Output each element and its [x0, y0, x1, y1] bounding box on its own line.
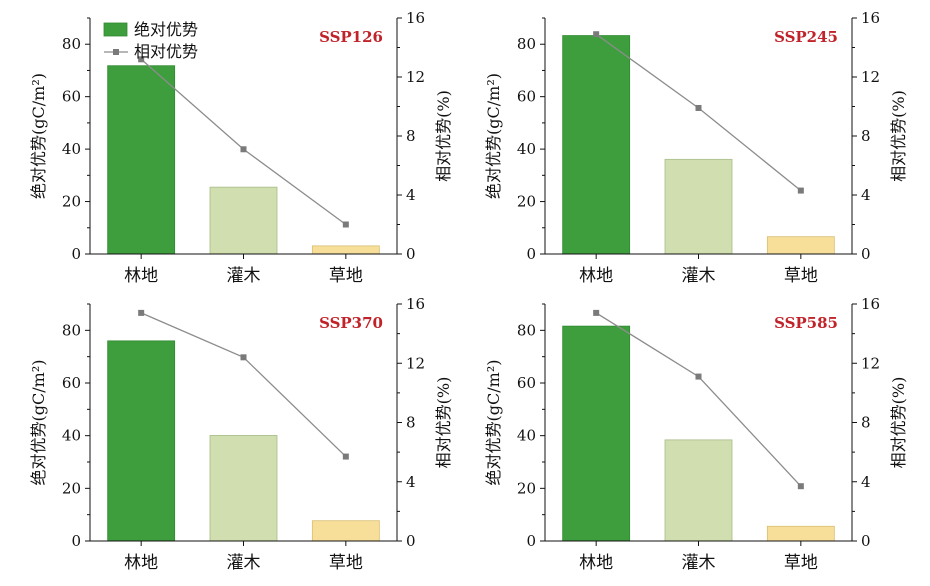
right-tick-label: 8 [861, 414, 871, 432]
line-point-3 [797, 187, 804, 194]
y2-axis-label: 相对优势(%) [434, 377, 453, 469]
line-point-3 [342, 221, 349, 228]
right-tick-label: 16 [406, 295, 425, 313]
chart-panel-ssp585: 0 20 40 60 80 0 4 8 12 16 林地 灌木 草地 绝对优势(gC/m²) 相对优势(%)… [484, 295, 908, 573]
left-tick-label: 80 [517, 35, 536, 53]
left-tick-label: 20 [62, 193, 81, 211]
bar-1 [107, 340, 176, 542]
left-tick-label: 60 [62, 374, 81, 392]
category-label: 林地 [579, 266, 613, 286]
chart-panel-ssp126: 0 20 40 60 80 0 4 8 12 16 林地 灌木 草地 绝对优势(gC/m²) 相对优势(%)… [29, 9, 453, 286]
left-tick-label: 40 [62, 140, 81, 158]
category-label: 灌木 [227, 553, 261, 573]
line-point-1 [593, 309, 600, 316]
legend-line-marker [113, 49, 119, 55]
right-tick-label: 0 [861, 245, 871, 263]
left-tick-label: 0 [71, 245, 81, 263]
right-tick-label: 0 [406, 532, 416, 550]
y2-axis-label: 相对优势(%) [889, 377, 908, 469]
right-tick-label: 4 [406, 186, 416, 204]
chart-panel-ssp245: 0 20 40 60 80 0 4 8 12 16 林地 灌木 草地 绝对优势(gC/m²) 相对优势(%)… [484, 9, 908, 286]
bar-1 [562, 35, 631, 255]
line-point-1 [138, 309, 145, 316]
y-axis-label: 绝对优势(gC/m²) [29, 360, 48, 486]
right-tick-label: 16 [861, 295, 880, 313]
bar-1 [562, 325, 631, 542]
left-tick-label: 60 [517, 374, 536, 392]
right-tick-label: 0 [406, 245, 416, 263]
right-tick-label: 4 [406, 473, 416, 491]
left-tick-label: 0 [526, 245, 536, 263]
left-tick-label: 20 [517, 193, 536, 211]
bar-3 [311, 520, 380, 542]
y2-axis-label: 相对优势(%) [889, 90, 908, 182]
scenario-label: SSP126 [319, 28, 383, 46]
scenario-label: SSP370 [319, 314, 383, 332]
left-tick-label: 80 [517, 321, 536, 339]
category-label: 草地 [329, 553, 363, 573]
line-point-2 [695, 373, 702, 380]
line-point-1 [593, 31, 600, 38]
right-tick-label: 12 [406, 354, 425, 372]
category-label: 草地 [784, 266, 818, 286]
line-point-2 [695, 104, 702, 111]
bar-1 [107, 65, 176, 255]
category-label: 林地 [124, 553, 158, 573]
left-tick-label: 0 [71, 532, 81, 550]
left-tick-label: 40 [517, 140, 536, 158]
y-axis-label: 绝对优势(gC/m²) [29, 73, 48, 199]
right-tick-label: 4 [861, 473, 871, 491]
category-label: 草地 [784, 553, 818, 573]
legend-bar-label: 绝对优势 [134, 20, 198, 39]
left-tick-label: 80 [62, 35, 81, 53]
bar-3 [766, 236, 835, 255]
left-tick-label: 80 [62, 321, 81, 339]
right-tick-label: 8 [861, 127, 871, 145]
line-point-3 [342, 453, 349, 460]
right-tick-label: 16 [406, 9, 425, 27]
right-tick-label: 12 [406, 68, 425, 86]
category-label: 林地 [579, 553, 613, 573]
bar-3 [311, 245, 380, 255]
legend-bar-swatch [103, 22, 128, 37]
right-tick-label: 4 [861, 186, 871, 204]
bar-2 [664, 158, 733, 255]
left-tick-label: 20 [517, 479, 536, 497]
category-label: 灌木 [227, 266, 261, 286]
left-tick-label: 20 [62, 479, 81, 497]
line-point-3 [797, 483, 804, 490]
right-tick-label: 12 [861, 354, 880, 372]
chart-panel-ssp370: 0 20 40 60 80 0 4 8 12 16 林地 灌木 草地 绝对优势(gC/m²) 相对优势(%)… [29, 295, 453, 573]
bar-3 [766, 525, 835, 542]
right-tick-label: 16 [861, 9, 880, 27]
left-tick-label: 40 [517, 427, 536, 445]
line-point-2 [240, 146, 247, 153]
right-tick-label: 0 [861, 532, 871, 550]
legend-line-label: 相对优势 [134, 42, 198, 61]
left-tick-label: 0 [526, 532, 536, 550]
y-axis-label: 绝对优势(gC/m²) [484, 360, 503, 486]
category-label: 林地 [124, 266, 158, 286]
left-tick-label: 60 [62, 88, 81, 106]
category-label: 草地 [329, 266, 363, 286]
right-tick-label: 12 [861, 68, 880, 86]
right-tick-label: 8 [406, 127, 416, 145]
right-tick-label: 8 [406, 414, 416, 432]
scenario-label: SSP585 [774, 314, 838, 332]
scenario-label: SSP245 [774, 28, 838, 46]
category-label: 灌木 [682, 266, 716, 286]
y2-axis-label: 相对优势(%) [434, 90, 453, 182]
bar-2 [209, 186, 278, 255]
line-point-2 [240, 354, 247, 361]
bar-2 [209, 435, 278, 542]
category-label: 灌木 [682, 553, 716, 573]
bar-2 [664, 439, 733, 542]
line-point-1 [138, 56, 145, 63]
left-tick-label: 40 [62, 427, 81, 445]
left-tick-label: 60 [517, 88, 536, 106]
y-axis-label: 绝对优势(gC/m²) [484, 73, 503, 199]
